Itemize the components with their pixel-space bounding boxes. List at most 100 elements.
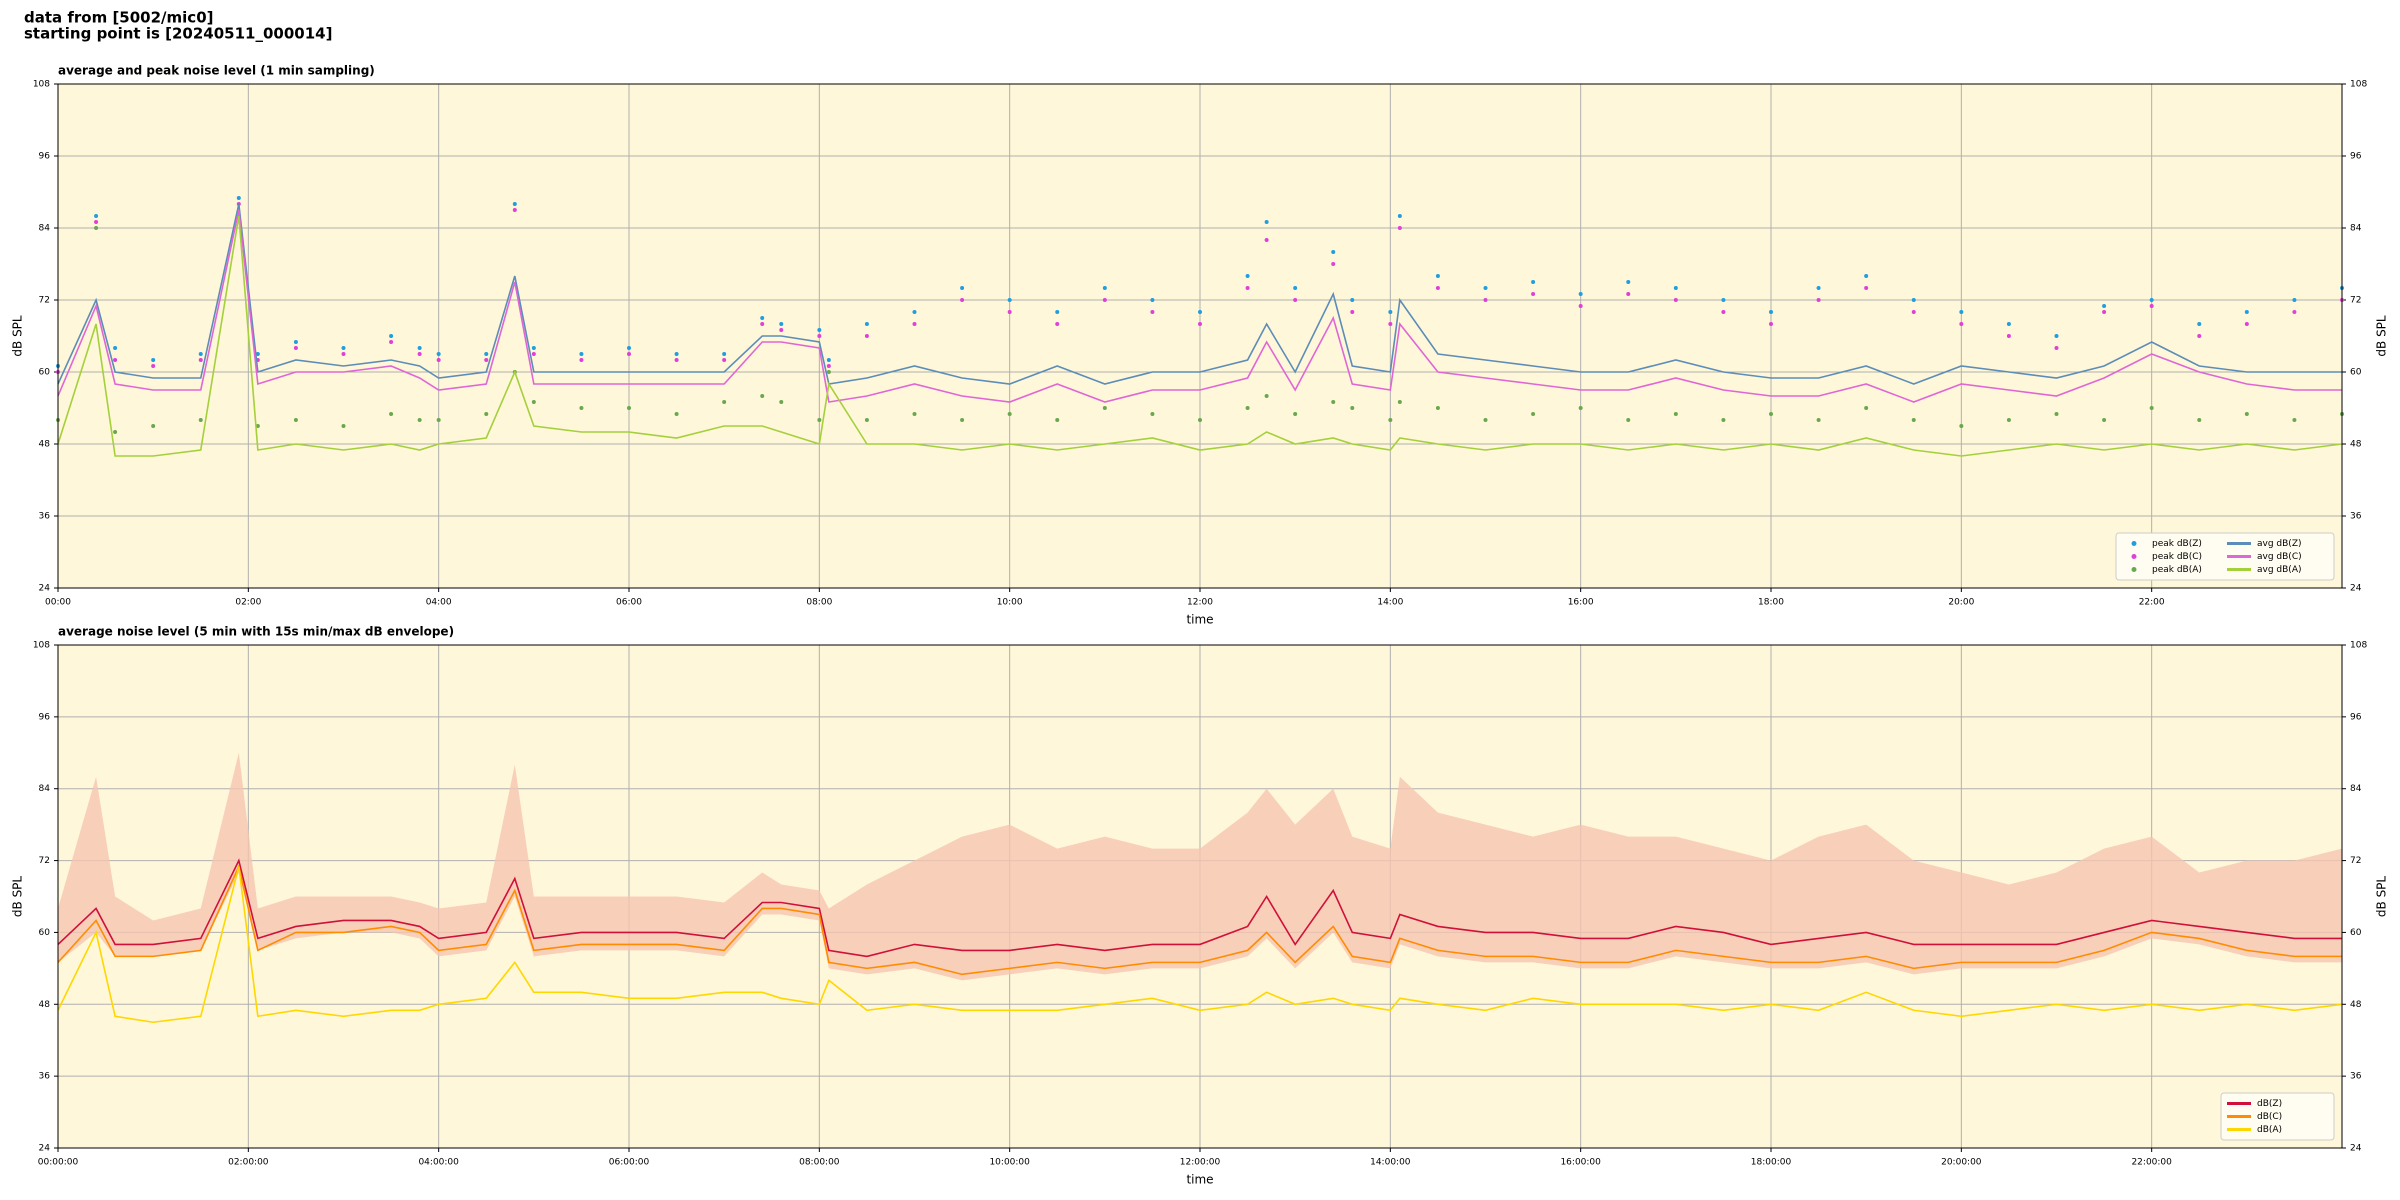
scatter-point bbox=[2244, 322, 2249, 326]
scatter-point bbox=[864, 334, 869, 338]
scatter-point bbox=[779, 400, 784, 404]
scatter-point bbox=[627, 352, 631, 356]
scatter-point bbox=[864, 418, 869, 422]
scatter-point bbox=[1531, 292, 1536, 296]
y-tick-label: 48 bbox=[39, 440, 51, 450]
scatter-point bbox=[151, 358, 156, 362]
scatter-point bbox=[341, 346, 346, 350]
legend-label: peak dB(Z) bbox=[2152, 539, 2202, 549]
scatter-point bbox=[722, 400, 727, 404]
y-tick-label: 24 bbox=[39, 1144, 51, 1154]
scatter-point bbox=[113, 430, 118, 434]
scatter-point bbox=[1331, 250, 1336, 254]
legend-marker bbox=[2131, 554, 2137, 559]
scatter-point bbox=[1388, 310, 1393, 314]
scatter-point bbox=[1721, 418, 1726, 422]
legend-label: avg dB(Z) bbox=[2257, 539, 2302, 549]
x-tick-label: 16:00:00 bbox=[1560, 1158, 1601, 1168]
scatter-point bbox=[417, 352, 422, 356]
scatter-point bbox=[1350, 406, 1355, 410]
scatter-point bbox=[1055, 418, 1060, 422]
scatter-point bbox=[2054, 346, 2059, 350]
scatter-point bbox=[2102, 418, 2107, 422]
x-tick-label: 14:00 bbox=[1377, 598, 1403, 608]
scatter-point bbox=[1397, 400, 1402, 404]
scatter-point bbox=[1531, 412, 1536, 416]
legend-label: peak dB(C) bbox=[2152, 552, 2202, 562]
scatter-point bbox=[1102, 286, 1107, 290]
legend-box bbox=[2115, 532, 2335, 581]
header-line: starting point is [20240511_000014] bbox=[24, 25, 332, 43]
legend-label: dB(C) bbox=[2257, 1112, 2282, 1122]
scatter-point bbox=[94, 226, 99, 230]
x-axis-label: time bbox=[1186, 613, 1213, 627]
scatter-point bbox=[1350, 310, 1355, 314]
scatter-point bbox=[674, 412, 679, 416]
x-axis-label: time bbox=[1186, 1173, 1213, 1187]
scatter-point bbox=[674, 358, 679, 362]
scatter-point bbox=[484, 352, 489, 356]
scatter-point bbox=[1721, 310, 1726, 314]
x-tick-label: 18:00:00 bbox=[1751, 1158, 1792, 1168]
scatter-point bbox=[1055, 322, 1060, 326]
x-tick-label: 10:00 bbox=[997, 598, 1023, 608]
legend-label: dB(Z) bbox=[2257, 1099, 2282, 1109]
y2-tick-label: 48 bbox=[2350, 440, 2362, 450]
scatter-point bbox=[1483, 298, 1488, 302]
scatter-point bbox=[1293, 286, 1298, 290]
scatter-point bbox=[2102, 304, 2107, 308]
scatter-point bbox=[293, 346, 298, 350]
x-tick-label: 00:00 bbox=[45, 598, 71, 608]
y2-tick-label: 24 bbox=[2350, 1144, 2362, 1154]
y-tick-label: 96 bbox=[39, 712, 51, 722]
scatter-point bbox=[2149, 406, 2154, 410]
scatter-point bbox=[760, 322, 765, 326]
x-tick-label: 04:00:00 bbox=[418, 1158, 459, 1168]
scatter-point bbox=[2292, 310, 2297, 314]
scatter-point bbox=[960, 298, 965, 302]
y2-tick-label: 48 bbox=[2350, 1000, 2362, 1010]
scatter-point bbox=[1959, 424, 1964, 428]
x-tick-label: 14:00:00 bbox=[1370, 1158, 1411, 1168]
x-tick-label: 18:00 bbox=[1758, 598, 1784, 608]
scatter-point bbox=[1007, 412, 1012, 416]
legend-label: avg dB(C) bbox=[2257, 552, 2302, 562]
scatter-point bbox=[2244, 412, 2249, 416]
scatter-point bbox=[1816, 298, 1821, 302]
scatter-point bbox=[1626, 418, 1631, 422]
scatter-point bbox=[1055, 310, 1060, 314]
scatter-point bbox=[2197, 322, 2202, 326]
scatter-point bbox=[1911, 418, 1916, 422]
scatter-point bbox=[1388, 418, 1393, 422]
y2-tick-label: 84 bbox=[2350, 784, 2362, 794]
scatter-point bbox=[2197, 418, 2202, 422]
legend-label: peak dB(A) bbox=[2152, 565, 2202, 575]
scatter-point bbox=[1435, 286, 1440, 290]
scatter-point bbox=[389, 340, 394, 344]
scatter-point bbox=[531, 400, 536, 404]
scatter-point bbox=[960, 286, 965, 290]
scatter-point bbox=[1198, 322, 1202, 326]
scatter-point bbox=[198, 352, 203, 356]
y2-tick-label: 96 bbox=[2350, 712, 2362, 722]
scatter-point bbox=[1245, 406, 1250, 410]
scatter-point bbox=[151, 364, 156, 368]
scatter-point bbox=[1264, 238, 1269, 242]
scatter-point bbox=[1483, 418, 1488, 422]
x-tick-label: 22:00 bbox=[2139, 598, 2165, 608]
y-tick-label: 60 bbox=[39, 368, 51, 378]
scatter-point bbox=[627, 406, 631, 410]
scatter-point bbox=[531, 352, 536, 356]
scatter-point bbox=[1864, 274, 1869, 278]
scatter-point bbox=[1673, 412, 1678, 416]
scatter-point bbox=[255, 352, 260, 356]
series-line bbox=[57, 866, 2343, 1024]
y2-tick-label: 24 bbox=[2350, 584, 2362, 594]
scatter-point bbox=[484, 358, 489, 362]
scatter-point bbox=[1245, 286, 1250, 290]
scatter-point bbox=[1578, 292, 1583, 296]
scatter-point bbox=[1007, 298, 1012, 302]
y-tick-label: 96 bbox=[39, 152, 51, 162]
envelope-area bbox=[58, 752, 2342, 981]
